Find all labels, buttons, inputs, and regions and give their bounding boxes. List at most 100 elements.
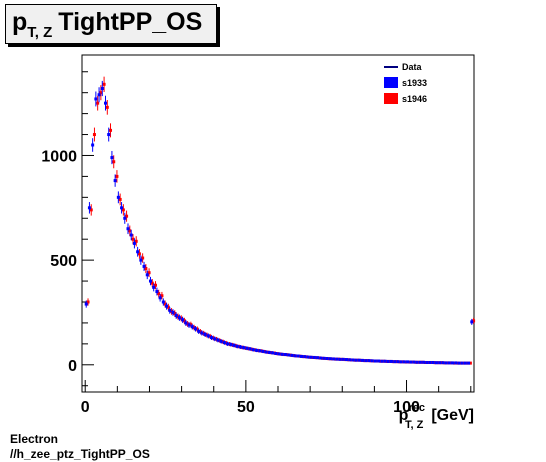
data-point (402, 360, 406, 364)
data-point (332, 357, 336, 361)
data-point (213, 337, 217, 341)
data-point (97, 93, 101, 97)
data-point (351, 358, 355, 362)
data-point (150, 281, 154, 285)
data-point (393, 360, 397, 364)
plot-frame (81, 54, 475, 393)
data-point (316, 356, 320, 360)
data-point (94, 97, 98, 101)
data-point (467, 361, 471, 365)
data-point (222, 341, 226, 345)
data-point (99, 91, 103, 95)
data-point (137, 252, 141, 256)
data-point (171, 310, 175, 314)
data-point (377, 359, 381, 363)
data-point (277, 352, 281, 356)
data-point (123, 216, 127, 220)
data-point (451, 361, 455, 365)
data-point (134, 239, 138, 243)
data-point (255, 348, 259, 352)
data-point (406, 360, 410, 364)
data-point (219, 339, 223, 343)
footer-line-2: //h_zee_ptz_TightPP_OS (10, 447, 150, 461)
data-point (328, 357, 332, 361)
data-point (361, 358, 365, 362)
data-point (158, 296, 162, 300)
chart-title: pT, Z TightPP_OS (12, 8, 202, 41)
data-point (161, 300, 165, 304)
data-point (338, 357, 342, 361)
data-point (86, 300, 90, 304)
data-point (126, 227, 130, 231)
legend: Data s1933 s1946 (384, 62, 427, 104)
y-tick-label: 1000 (41, 148, 77, 165)
data-point (147, 271, 151, 275)
data-point (274, 351, 278, 355)
data-point (296, 354, 300, 358)
data-point (399, 360, 403, 364)
data-point (293, 354, 297, 358)
data-point (120, 206, 124, 210)
data-point (415, 360, 419, 364)
data-point (357, 358, 361, 362)
data-point (373, 359, 377, 363)
data-point (131, 237, 135, 241)
data-point (206, 334, 210, 338)
data-point (155, 290, 159, 294)
data-point (87, 206, 91, 210)
data-point (200, 331, 204, 335)
data-point (389, 359, 393, 363)
data-point (457, 361, 461, 365)
data-point (444, 361, 448, 365)
data-point (354, 358, 358, 362)
data-point (438, 361, 442, 365)
data-point (245, 346, 249, 350)
data-point (148, 279, 152, 283)
data-point (428, 360, 432, 364)
legend-label: s1933 (402, 78, 427, 88)
data-point (165, 304, 169, 308)
data-point (121, 208, 125, 212)
data-point (203, 332, 207, 336)
data-point (105, 105, 109, 109)
data-point (409, 360, 413, 364)
data-point (189, 323, 193, 327)
data-point (160, 294, 164, 298)
x-tick-label: 0 (81, 399, 90, 416)
data-point (312, 355, 316, 359)
data-point (235, 344, 239, 348)
data-point (182, 319, 186, 323)
data-point (280, 352, 284, 356)
data-point (177, 316, 181, 320)
data-point (238, 345, 242, 349)
data-point (325, 357, 329, 361)
data-point (309, 355, 313, 359)
data-point (431, 360, 435, 364)
data-point (383, 359, 387, 363)
data-point (380, 359, 384, 363)
data-point (112, 160, 116, 164)
y-tick-label: 0 (68, 358, 77, 375)
legend-label: Data (402, 62, 423, 72)
data-point (144, 267, 148, 271)
data-point (141, 256, 145, 260)
data-point (128, 229, 132, 233)
data-point (441, 361, 445, 365)
x-tick-label: 50 (237, 399, 255, 416)
data-point (232, 343, 236, 347)
data-point (163, 302, 167, 306)
chart-title-main: p (12, 8, 28, 36)
data-point (396, 360, 400, 364)
series-s1933 (84, 80, 474, 365)
data-point (271, 351, 275, 355)
data-point (168, 308, 172, 312)
data-point (370, 359, 374, 363)
data-point (367, 359, 371, 363)
data-point (422, 360, 426, 364)
data-point (287, 353, 291, 357)
y-tick-label: 500 (50, 253, 77, 270)
data-point (113, 179, 117, 183)
data-point (184, 321, 188, 325)
data-point (418, 360, 422, 364)
